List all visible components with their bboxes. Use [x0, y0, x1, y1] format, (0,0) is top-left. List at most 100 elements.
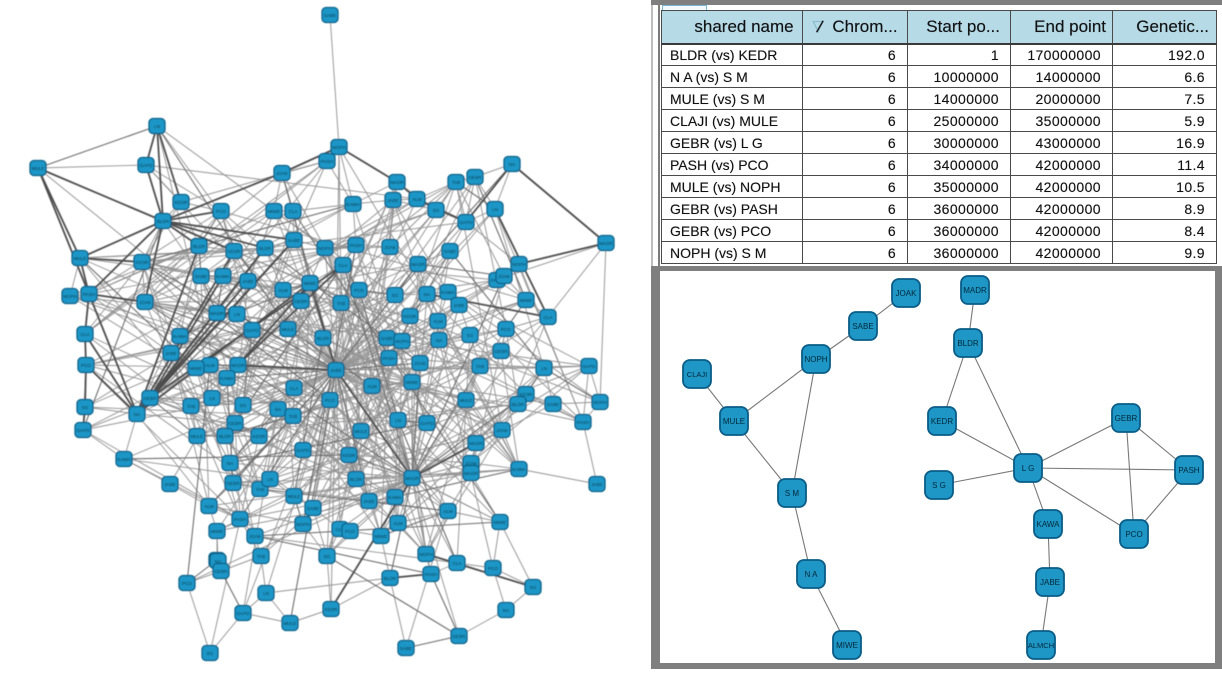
- svg-text:MULE: MULE: [191, 434, 204, 439]
- svg-text:LN: LN: [541, 366, 547, 371]
- svg-text:CLA: CLA: [453, 561, 463, 566]
- svg-text:NA: NA: [227, 461, 234, 466]
- svg-text:JOAK: JOAK: [276, 171, 289, 176]
- svg-text:KEDR: KEDR: [136, 260, 149, 265]
- svg-text:KAWA: KAWA: [388, 495, 402, 500]
- svg-text:NOPH: NOPH: [395, 339, 408, 344]
- svg-text:KAWA: KAWA: [512, 467, 526, 472]
- svg-text:PASH: PASH: [1178, 466, 1199, 475]
- svg-text:BLDR: BLDR: [317, 336, 330, 341]
- svg-text:TAB: TAB: [256, 487, 265, 492]
- svg-text:NOPH: NOPH: [512, 262, 525, 267]
- svg-text:MIWE: MIWE: [494, 520, 507, 525]
- svg-text:GAPD: GAPD: [582, 364, 596, 369]
- svg-text:TAB: TAB: [289, 414, 298, 419]
- svg-text:SABE: SABE: [324, 13, 336, 18]
- svg-text:SABE: SABE: [307, 506, 319, 511]
- svg-text:JOAK: JOAK: [249, 534, 262, 539]
- svg-text:PCO: PCO: [345, 529, 355, 534]
- svg-text:SABE: SABE: [852, 322, 873, 331]
- svg-text:ALMCH: ALMCH: [1028, 641, 1054, 650]
- svg-text:MULE: MULE: [288, 494, 301, 499]
- svg-text:JABE: JABE: [1040, 578, 1060, 587]
- svg-text:GAPD: GAPD: [420, 421, 434, 426]
- svg-text:MULE: MULE: [284, 621, 297, 626]
- svg-text:ALM: ALM: [278, 288, 288, 293]
- svg-text:NA: NA: [275, 407, 282, 412]
- svg-text:PASH: PASH: [425, 572, 437, 577]
- svg-text:PCO: PCO: [325, 398, 335, 403]
- svg-text:ALM: ALM: [393, 521, 403, 526]
- svg-text:KAWA: KAWA: [441, 290, 455, 295]
- svg-text:BLDR: BLDR: [259, 246, 272, 251]
- svg-text:MIWE: MIWE: [304, 281, 317, 286]
- svg-text:ALM: ALM: [205, 363, 215, 368]
- svg-text:BLDR: BLDR: [384, 576, 397, 581]
- svg-text:MIWE: MIWE: [268, 209, 281, 214]
- svg-text:NA: NA: [436, 338, 443, 343]
- svg-text:LN: LN: [395, 418, 401, 423]
- svg-text:JOAK: JOAK: [465, 461, 478, 466]
- svg-text:GAPD: GAPD: [459, 220, 473, 225]
- svg-text:MIWE: MIWE: [190, 366, 203, 371]
- svg-text:SG: SG: [207, 651, 214, 656]
- svg-text:MADR: MADR: [469, 441, 483, 446]
- svg-text:JOAK: JOAK: [498, 274, 511, 279]
- svg-text:MIWE: MIWE: [211, 529, 224, 534]
- svg-text:GEBR: GEBR: [143, 396, 157, 401]
- svg-text:KAWA: KAWA: [220, 376, 234, 381]
- svg-text:KEDR: KEDR: [253, 434, 266, 439]
- svg-text:LN: LN: [263, 591, 269, 596]
- svg-text:JABE: JABE: [591, 482, 603, 487]
- svg-text:NA: NA: [424, 292, 431, 297]
- svg-text:BLDR: BLDR: [350, 477, 363, 482]
- svg-text:BLDR: BLDR: [512, 402, 525, 407]
- svg-text:GEBR: GEBR: [468, 175, 482, 180]
- svg-text:JOAK: JOAK: [384, 245, 397, 250]
- svg-text:MADR: MADR: [599, 241, 613, 246]
- svg-text:PASH: PASH: [577, 420, 589, 425]
- svg-text:BLDR: BLDR: [957, 339, 979, 348]
- svg-text:ALM: ALM: [412, 197, 422, 202]
- svg-text:GEBR: GEBR: [226, 481, 240, 486]
- svg-text:SG: SG: [433, 208, 440, 213]
- svg-text:BLDR: BLDR: [157, 219, 170, 224]
- svg-text:JABE: JABE: [165, 351, 177, 356]
- svg-text:JOAK: JOAK: [414, 361, 427, 366]
- svg-text:SABE: SABE: [547, 402, 559, 407]
- svg-text:SABE: SABE: [381, 336, 393, 341]
- svg-text:MIWE: MIWE: [375, 534, 388, 539]
- svg-text:GEBR: GEBR: [228, 421, 242, 426]
- svg-text:PCO: PCO: [354, 288, 364, 293]
- svg-text:NA: NA: [215, 559, 222, 564]
- svg-text:JABE: JABE: [453, 303, 465, 308]
- svg-text:CLA: CLA: [336, 527, 346, 532]
- svg-text:KAWA: KAWA: [346, 202, 360, 207]
- svg-text:GEBR: GEBR: [214, 569, 228, 574]
- svg-text:NOPH: NOPH: [318, 246, 331, 251]
- svg-text:SABE: SABE: [288, 238, 300, 243]
- svg-text:PASH: PASH: [321, 159, 333, 164]
- svg-text:NOPH: NOPH: [296, 522, 309, 527]
- svg-text:MADR: MADR: [464, 471, 478, 476]
- svg-text:KAWA: KAWA: [117, 457, 131, 462]
- svg-text:CLAJI: CLAJI: [687, 370, 707, 379]
- svg-text:JABE: JABE: [363, 499, 375, 504]
- svg-text:JABE: JABE: [330, 368, 342, 373]
- svg-text:KAWA: KAWA: [1037, 520, 1061, 529]
- svg-text:NOPH: NOPH: [804, 355, 827, 364]
- svg-text:SG: SG: [324, 554, 331, 559]
- svg-text:NOPH: NOPH: [419, 552, 432, 557]
- svg-text:JABE: JABE: [387, 198, 399, 203]
- svg-text:BLDR: BLDR: [219, 434, 232, 439]
- svg-text:CLA: CLA: [290, 386, 300, 391]
- svg-text:S M: S M: [785, 489, 800, 498]
- svg-text:SG: SG: [467, 333, 474, 338]
- svg-text:MIWE: MIWE: [836, 641, 858, 650]
- svg-text:JABE: JABE: [242, 279, 254, 284]
- svg-text:LN: LN: [492, 207, 498, 212]
- svg-text:TAB: TAB: [476, 364, 485, 369]
- svg-text:SG: SG: [82, 405, 89, 410]
- svg-text:GEBR: GEBR: [294, 299, 308, 304]
- svg-text:GAPD: GAPD: [296, 448, 310, 453]
